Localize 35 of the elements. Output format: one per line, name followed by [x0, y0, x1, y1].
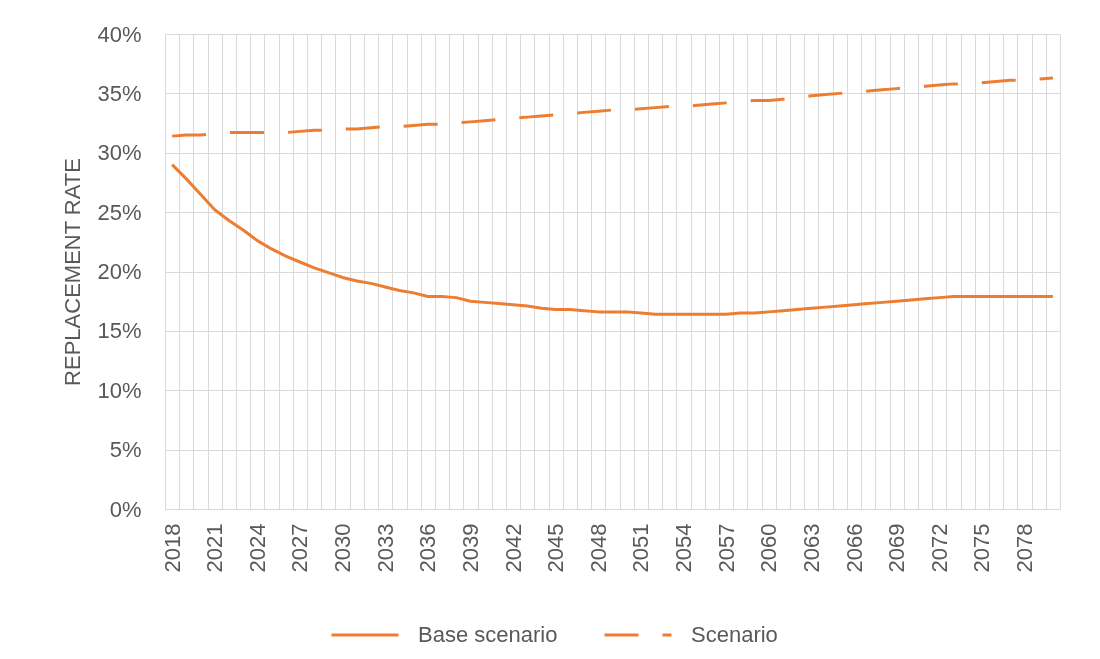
line-series [170, 76, 1055, 138]
y-tick-label: 5% [109, 437, 142, 463]
x-tick-label: 2063 [798, 523, 824, 573]
x-tick-label: 2048 [585, 523, 611, 573]
x-tick-label: 2036 [415, 523, 441, 573]
x-tick-label: 2033 [372, 523, 398, 573]
x-tick-label: 2024 [244, 523, 270, 573]
y-axis-title: REPLACEMENT RATE [60, 158, 86, 386]
y-tick-label: 25% [97, 199, 142, 225]
line-series [170, 163, 1055, 316]
x-tick-label: 2045 [543, 523, 569, 573]
x-tick-label: 2075 [969, 523, 995, 573]
x-tick-label: 2042 [500, 523, 526, 573]
x-tick-label: 2051 [628, 523, 654, 573]
x-tick-label: 2072 [926, 523, 952, 573]
y-tick-label: 20% [97, 259, 142, 284]
x-tick-label: 2030 [330, 523, 356, 573]
x-tick-label: 2078 [1011, 523, 1037, 573]
y-tick-label: 35% [97, 80, 142, 106]
x-tick-label: 2039 [457, 523, 483, 573]
x-tick-label: 2069 [884, 523, 910, 573]
legend-label: Scenario [691, 622, 778, 647]
y-tick-label: 40% [97, 21, 142, 47]
y-tick-label: 10% [97, 377, 142, 403]
x-tick-label: 2057 [713, 523, 739, 573]
x-tick-label: 2021 [202, 523, 228, 573]
x-tick-label: 2018 [159, 523, 185, 573]
x-tick-label: 2027 [287, 523, 313, 573]
x-tick-label: 2066 [841, 523, 867, 573]
legend-label: Base scenario [418, 622, 558, 647]
x-tick-label: 2054 [671, 523, 697, 573]
y-tick-label: 30% [97, 140, 142, 166]
x-tick-label: 2060 [756, 523, 782, 573]
y-tick-label: 15% [97, 318, 142, 344]
y-tick-label: 0% [109, 496, 142, 522]
